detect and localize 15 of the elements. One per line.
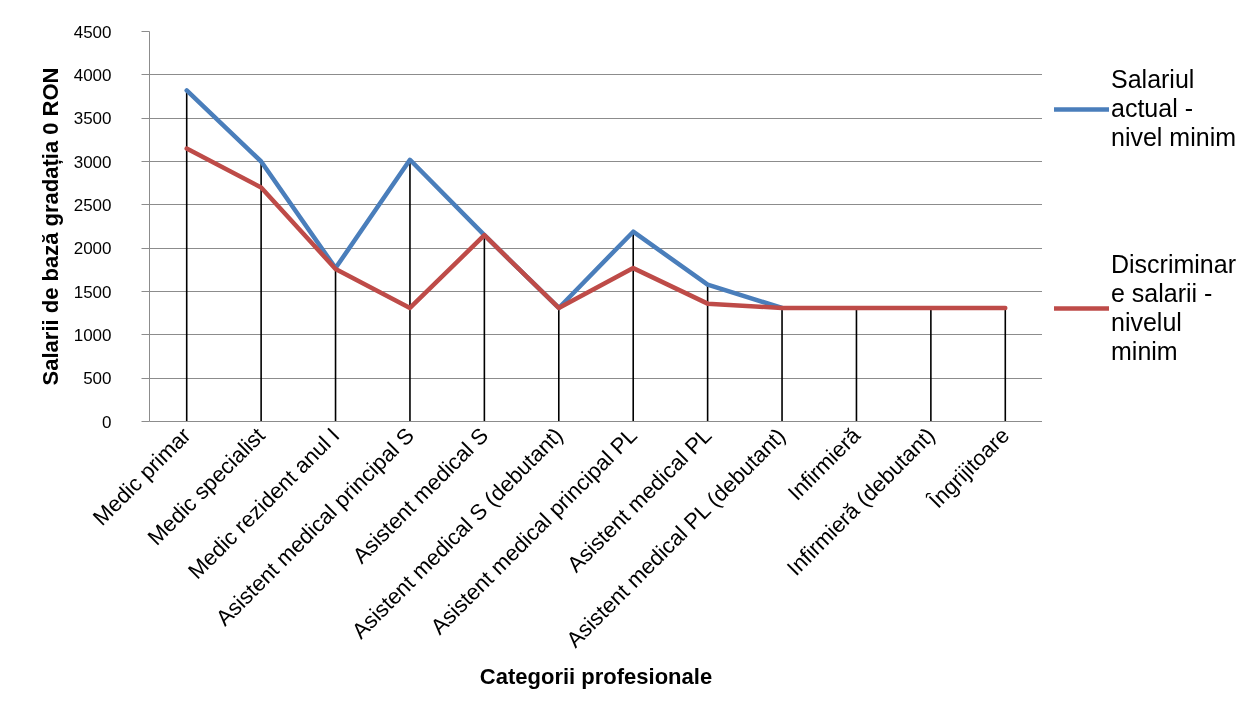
y-tick-label: 1000 [73, 325, 112, 345]
y-tick-label: 1500 [73, 282, 112, 302]
y-tick-label: 4500 [73, 22, 112, 42]
legend-label: Salariul actual - nivel minim [1111, 65, 1237, 152]
y-tick-label: 3000 [73, 152, 112, 172]
y-tick-label: 3500 [73, 109, 112, 129]
y-axis-title: Salarii de bază gradația 0 RON [37, 67, 63, 386]
y-tick-label: 500 [83, 369, 112, 389]
y-tick-label: 0 [102, 412, 112, 432]
x-axis-title: Categorii profesionale [479, 664, 713, 690]
y-tick-label: 2000 [73, 239, 112, 259]
legend-label: Discriminare salarii - nivelul minim [1111, 250, 1236, 366]
y-tick-label: 2500 [73, 195, 112, 215]
y-tick-label: 4000 [73, 65, 112, 85]
line-series [184, 146, 1008, 311]
